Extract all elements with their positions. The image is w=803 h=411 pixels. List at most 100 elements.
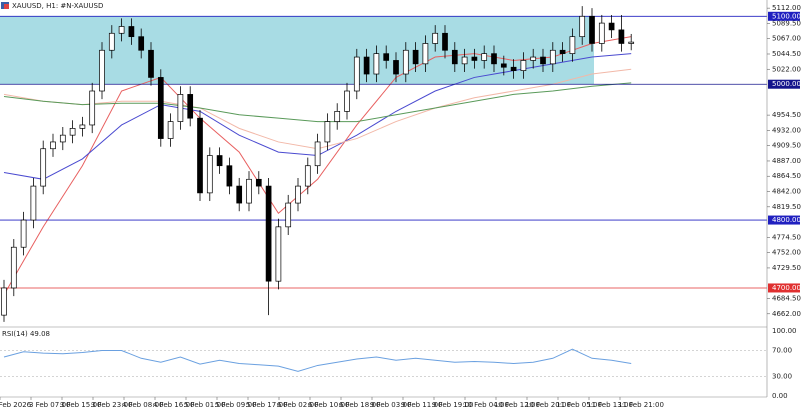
x-tick-label: 10 Feb 04:00	[463, 401, 509, 409]
candle-body	[461, 56, 468, 65]
candle-body	[520, 60, 527, 71]
y-tick-label: 4819.50	[772, 203, 801, 211]
plot	[0, 6, 767, 322]
candle-body	[79, 124, 86, 129]
candle-body	[569, 36, 576, 55]
moving-average	[3, 36, 632, 296]
x-tick-label: 11 Feb 05:00	[556, 401, 602, 409]
candle-body	[500, 63, 507, 68]
x-tick-label: 5 Feb 17:00	[246, 401, 287, 409]
candle-body	[383, 53, 390, 61]
candle-body	[148, 49, 154, 78]
y-tick-label: 4752.00	[772, 249, 801, 257]
candle-body	[275, 226, 282, 282]
x-tick-label: 9 Feb 19:00	[432, 401, 473, 409]
y-tick-label: 4954.50	[772, 111, 801, 119]
price-axis-bg	[767, 0, 803, 411]
candle-body	[589, 15, 595, 44]
level-label-bg	[768, 79, 800, 89]
y-tick-label: 4842.00	[772, 188, 801, 196]
candle-body	[432, 32, 439, 44]
candle-body	[314, 141, 321, 167]
candle-body	[618, 29, 625, 44]
level-label-bg	[768, 11, 800, 21]
candle-body	[226, 165, 233, 187]
candle-body	[138, 36, 145, 51]
candle-body	[540, 56, 546, 65]
x-tick-label: 3 Feb 15:00	[60, 401, 101, 409]
candle-body	[40, 148, 47, 187]
candle-body	[412, 49, 419, 65]
x-tick-label: 5 Feb 01:00	[184, 401, 225, 409]
x-tick-label: 6 Feb 18:00	[339, 401, 380, 409]
level-label: 5100.00	[772, 12, 801, 20]
x-tick-label: 6 Feb 02:00	[277, 401, 318, 409]
candle-body	[304, 165, 311, 187]
candle-body	[481, 53, 488, 61]
candle-body	[510, 66, 517, 71]
rsi-tick-label: 30.00	[772, 373, 792, 381]
x-tick-label: 11 Feb 21:00	[618, 401, 664, 409]
y-tick-label: 4887.00	[772, 157, 801, 165]
y-tick-label: 4662.00	[772, 310, 801, 318]
rsi-tick-label: 0.00	[772, 392, 788, 400]
candle-body	[373, 53, 380, 75]
level-label: 4800.00	[772, 216, 801, 224]
rsi-tick-label: 100.00	[772, 327, 797, 335]
level-label-bg	[768, 283, 800, 293]
rsi-line	[3, 348, 632, 372]
candle-body	[69, 128, 76, 136]
candle-body	[108, 32, 115, 51]
candle-body	[295, 185, 301, 204]
candle-body	[471, 56, 478, 61]
candle-body	[206, 155, 213, 194]
level-label: 5000.00	[772, 80, 801, 88]
x-tick-label: 9 Feb 03:00	[370, 401, 411, 409]
candle-body	[10, 246, 17, 289]
candle-body	[628, 41, 635, 44]
candle-body	[59, 134, 66, 143]
x-tick-label: 10 Feb 12:00	[494, 401, 540, 409]
y-tick-label: 5067.00	[772, 35, 801, 43]
candle-body	[50, 141, 56, 150]
zone	[0, 16, 594, 85]
candle-body	[393, 60, 399, 75]
candle-body	[197, 117, 203, 194]
candle-body	[118, 26, 125, 34]
candle-body	[216, 155, 223, 167]
candle-body	[255, 178, 262, 187]
candle-body	[89, 90, 96, 126]
level-label: 4700.00	[772, 284, 801, 292]
x-tick-label: 4 Feb 16:00	[153, 401, 194, 409]
symbol-icon	[4, 4, 9, 9]
y-tick-label: 4864.50	[772, 172, 801, 180]
candle-body	[30, 185, 37, 221]
x-tick-label: 3 Feb 07:00	[29, 401, 70, 409]
y-tick-label: 5044.50	[772, 50, 801, 58]
candle-body	[236, 185, 243, 204]
candle-body	[353, 56, 360, 92]
candle-body	[422, 43, 429, 65]
y-tick-label: 5022.00	[772, 65, 801, 73]
chart-title: XAUUSD, H1: #N-XAUUSD	[12, 2, 103, 10]
candle-body	[1, 287, 7, 316]
candle-body	[128, 26, 135, 38]
y-tick-label: 4909.50	[772, 142, 801, 150]
candle-body	[598, 22, 605, 44]
candle-body	[549, 49, 556, 65]
candle-body	[20, 219, 27, 248]
candle-body	[451, 49, 458, 65]
x-tick-label: 11 Feb 13:00	[587, 401, 633, 409]
x-tick-label: 9 Feb 11:00	[401, 401, 442, 409]
rsi-tick-label: 70.00	[772, 347, 792, 355]
candle-body	[363, 56, 370, 75]
y-tick-label: 5089.50	[772, 19, 801, 27]
candle-body	[344, 90, 350, 112]
y-tick-label: 4932.00	[772, 126, 801, 134]
level-label-bg	[768, 215, 800, 225]
candle-body	[334, 111, 341, 122]
candle-body	[324, 121, 331, 143]
candle-body	[99, 49, 105, 92]
rsi-label: RSI(14) 49.08	[2, 330, 50, 338]
